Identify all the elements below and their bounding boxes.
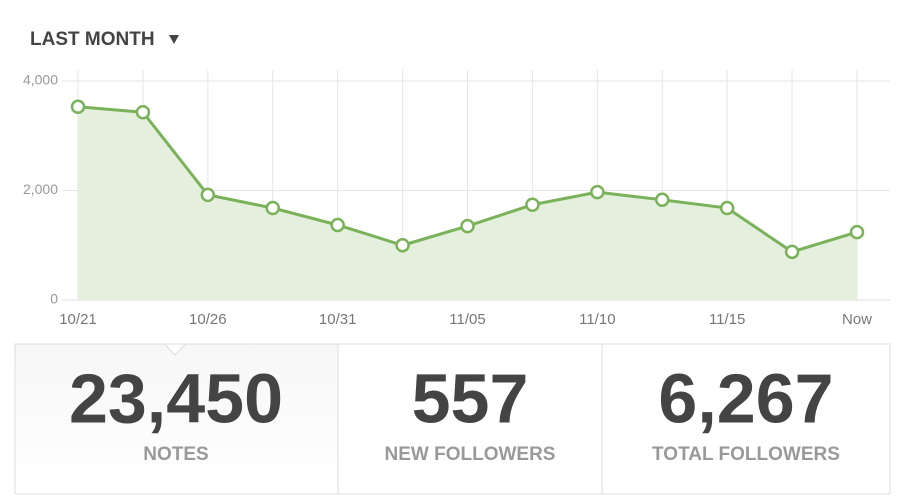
- stat-label: NEW FOLLOWERS: [385, 444, 556, 465]
- point: [70, 99, 86, 114]
- point: [849, 224, 865, 240]
- x-tick-label: Now: [842, 311, 872, 328]
- stat-value: 6,267: [658, 359, 833, 437]
- stat-value: 23,450: [69, 359, 283, 437]
- stat-label: NOTES: [143, 444, 208, 465]
- dropdown-arrow[interactable]: [169, 35, 179, 44]
- point: [784, 244, 800, 260]
- point: [265, 200, 280, 216]
- active-tab[interactable]: [14, 343, 339, 495]
- x-tick-label: 11/15: [709, 311, 745, 328]
- point: [719, 200, 735, 216]
- point: [395, 238, 410, 253]
- point: [200, 187, 216, 203]
- period-label[interactable]: LAST MONTH: [30, 29, 155, 50]
- y-tick-label: 4,000: [23, 72, 58, 88]
- period-dropdown[interactable]: LAST MONTH: [30, 29, 179, 50]
- x-tick-label: 10/26: [189, 311, 227, 328]
- y-tick-label: 0: [50, 291, 58, 307]
- x-tick-label: 11/05: [449, 311, 485, 328]
- point: [460, 218, 475, 234]
- point: [590, 184, 605, 200]
- x-tick-label: 11/10: [579, 311, 615, 328]
- x-tick-label: 10/31: [319, 311, 357, 328]
- stats-panel: [14, 343, 891, 495]
- point: [525, 197, 540, 212]
- point: [655, 192, 670, 208]
- y-tick-label: 2,000: [23, 181, 58, 197]
- x-tick-label: 10/21: [59, 311, 97, 328]
- stats: 23,450 NOTES 557 NEW FOLLOWERS 6,267 TOTAL FO…: [69, 359, 840, 465]
- tab-notch: [164, 344, 186, 356]
- stat-value: 557: [412, 359, 529, 437]
- point: [135, 104, 151, 120]
- area-fill: [78, 106, 857, 300]
- point: [330, 217, 345, 233]
- stat-label: TOTAL FOLLOWERS: [652, 444, 840, 465]
- chart: 0 2,000 4,000 10/21 10/26 10/31 11/05 11/10 11/1…: [23, 70, 890, 328]
